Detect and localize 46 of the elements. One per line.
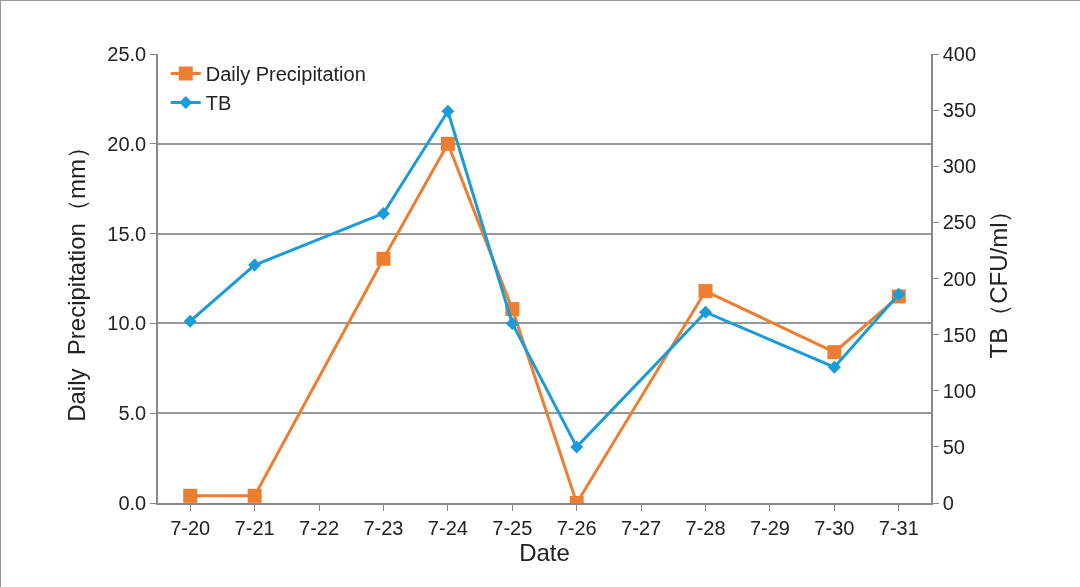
x-tick-label: 7-20 xyxy=(170,516,211,539)
x-tick-label: 7-25 xyxy=(492,516,533,539)
point xyxy=(441,104,455,118)
point xyxy=(827,345,842,360)
x-tick-label: 7-24 xyxy=(427,516,468,539)
y-tick-label: 25.0 xyxy=(107,43,147,65)
y2-tick-label: 400 xyxy=(942,43,977,65)
y2-tick-label: 300 xyxy=(942,155,977,178)
y-tick-label: 5.0 xyxy=(118,402,147,425)
point xyxy=(570,440,584,454)
x-tick-label: 7-29 xyxy=(749,516,790,539)
point xyxy=(827,360,841,374)
x-tick-label: 7-23 xyxy=(363,516,404,539)
y2-tick-label: 350 xyxy=(942,99,977,122)
y2-tick-label: 50 xyxy=(942,435,965,458)
y-axis-title: Daily Precipitation（mm） xyxy=(62,135,90,422)
x-tick-label: 7-22 xyxy=(299,516,340,539)
legend-label: TB xyxy=(205,92,232,115)
y2-tick-label: 0 xyxy=(942,492,954,514)
y-tick-label: 0.0 xyxy=(118,492,147,514)
x-axis-title: Date xyxy=(519,538,570,566)
y-tick-label: 15.0 xyxy=(107,222,147,245)
x-tick-label: 7-28 xyxy=(685,516,726,539)
x-tick-label: 7-26 xyxy=(556,516,597,539)
point xyxy=(183,314,197,328)
y2-tick-label: 200 xyxy=(942,267,977,290)
y2-tick-label: 100 xyxy=(942,379,977,402)
y-tick-label: 20.0 xyxy=(107,132,147,155)
x-tick-label: 7-31 xyxy=(878,516,919,539)
x-tick-label: 7-27 xyxy=(621,516,662,539)
y2-tick-label: 150 xyxy=(942,323,977,346)
point xyxy=(376,206,390,220)
point xyxy=(183,488,198,503)
y-tick-label: 10.0 xyxy=(107,312,147,335)
point xyxy=(247,488,262,503)
y2-tick-label: 250 xyxy=(942,211,977,234)
legend-label: Daily Precipitation xyxy=(205,63,366,86)
x-tick-label: 7-21 xyxy=(234,516,275,539)
point xyxy=(376,251,391,266)
point xyxy=(699,305,713,319)
point xyxy=(698,284,713,299)
point xyxy=(248,258,262,272)
y2-axis-title: TB（CFU/ml） xyxy=(984,198,1012,359)
point xyxy=(440,136,455,151)
x-tick-label: 7-30 xyxy=(814,516,855,539)
point xyxy=(505,316,519,330)
